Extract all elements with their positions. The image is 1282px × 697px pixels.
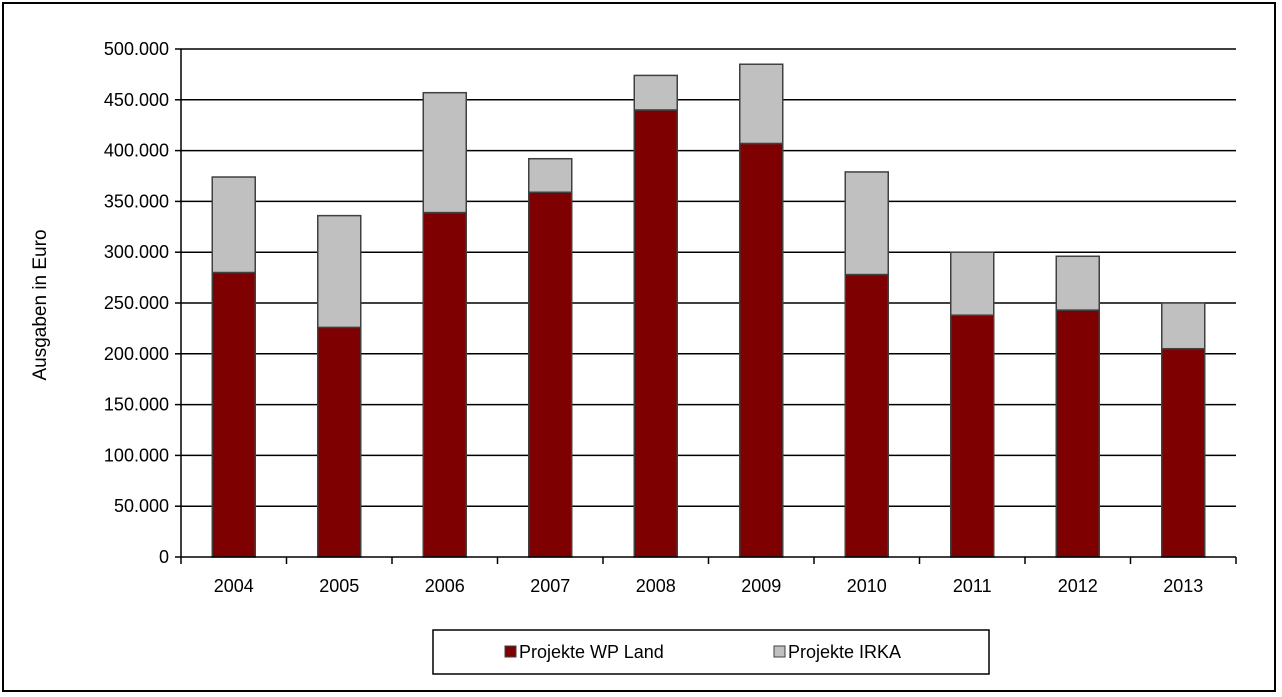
y-axis-title: Ausgaben in Euro <box>30 229 51 380</box>
legend-label: Projekte WP Land <box>519 642 664 662</box>
bar-irka-2013 <box>1161 302 1206 350</box>
x-tick-label: 2011 <box>953 576 992 596</box>
x-tick-label: 2006 <box>425 576 465 596</box>
x-tick-label: 2012 <box>1058 576 1098 596</box>
bar-wp-land-2013 <box>1161 347 1206 558</box>
bar-wp-land-2008 <box>633 109 678 558</box>
y-tick-label: 150.000 <box>104 395 169 415</box>
y-tick-label: 50.000 <box>114 496 169 516</box>
bar-irka-2005 <box>317 214 362 329</box>
x-tick-label: 2004 <box>214 576 254 596</box>
x-tick-label: 2010 <box>847 576 887 596</box>
bar-irka-2010 <box>844 171 889 276</box>
bar-wp-land-2010 <box>844 273 889 558</box>
legend-label: Projekte IRKA <box>788 642 901 662</box>
legend: Projekte WP Land Projekte IRKA <box>432 629 990 675</box>
x-tick-label: 2013 <box>1163 576 1203 596</box>
bar-irka-2011 <box>950 251 995 316</box>
y-tick-label: 200.000 <box>104 344 169 364</box>
legend-swatch <box>773 645 786 658</box>
bar-irka-2004 <box>211 176 256 274</box>
bar-irka-2007 <box>528 157 573 194</box>
bar-irka-2008 <box>633 74 678 111</box>
legend-swatch <box>504 645 517 658</box>
y-tick-label: 300.000 <box>104 242 169 262</box>
x-tick-label: 2009 <box>741 576 781 596</box>
y-tick-label: 450.000 <box>104 90 169 110</box>
axes: 0 50.000 100.000 150.000 200.000 250.000 300.0… <box>104 39 1237 596</box>
x-tick-label: 2007 <box>530 576 570 596</box>
bars <box>211 63 1206 558</box>
bar-wp-land-2006 <box>422 211 467 558</box>
y-tick-label: 100.000 <box>104 445 169 465</box>
bar-irka-2009 <box>739 63 784 145</box>
bar-wp-land-2004 <box>211 271 256 558</box>
bar-wp-land-2012 <box>1055 309 1100 558</box>
bar-wp-land-2009 <box>739 142 784 558</box>
bar-wp-land-2005 <box>317 326 362 558</box>
y-tick-label: 250.000 <box>104 293 169 313</box>
legend-box <box>432 629 990 675</box>
x-tick-label: 2008 <box>636 576 676 596</box>
bar-wp-land-2011 <box>950 314 995 558</box>
bar-wp-land-2007 <box>528 191 573 558</box>
y-tick-label: 500.000 <box>104 39 169 59</box>
bar-irka-2006 <box>422 91 467 214</box>
x-tick-label: 2005 <box>319 576 359 596</box>
bar-irka-2012 <box>1055 255 1100 311</box>
y-tick-label: 400.000 <box>104 141 169 161</box>
y-tick-label: 350.000 <box>104 191 169 211</box>
y-tick-label: 0 <box>159 547 169 567</box>
